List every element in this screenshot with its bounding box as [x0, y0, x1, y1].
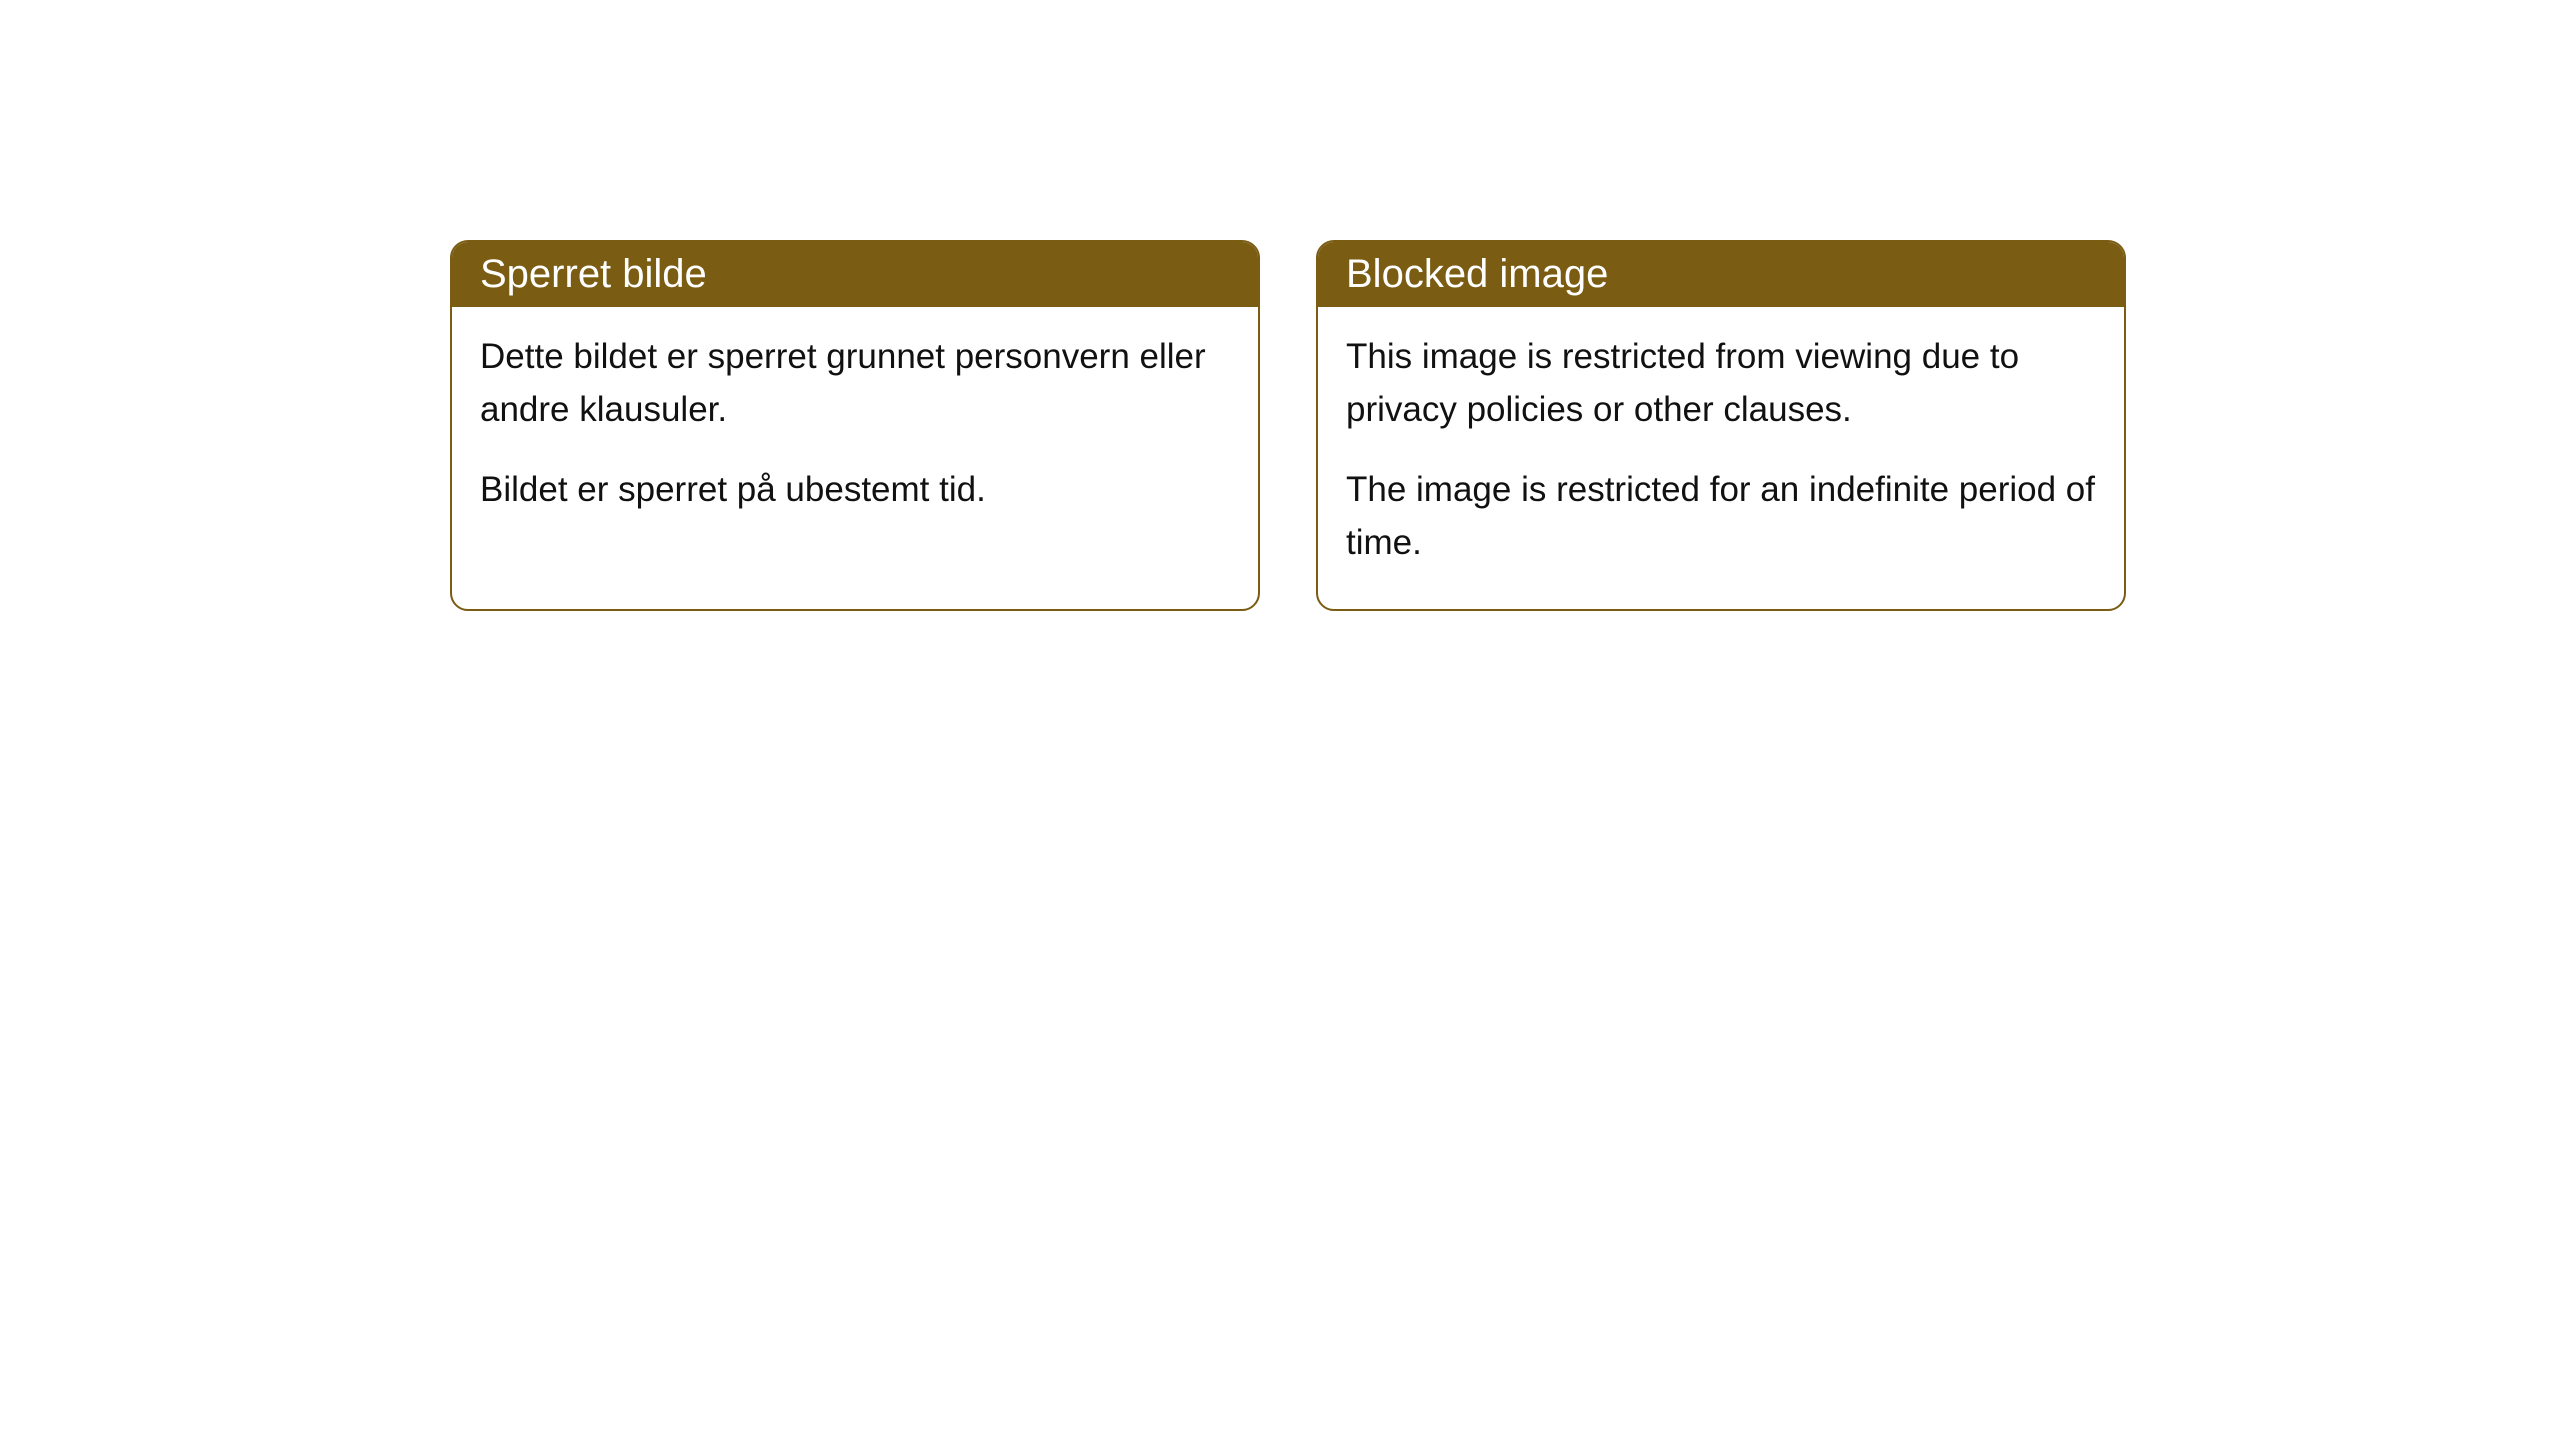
- card-paragraph-1: This image is restricted from viewing du…: [1346, 331, 2096, 436]
- card-paragraph-1: Dette bildet er sperret grunnet personve…: [480, 331, 1230, 436]
- blocked-image-card-english: Blocked image This image is restricted f…: [1316, 240, 2126, 611]
- card-title: Sperret bilde: [452, 242, 1258, 307]
- card-paragraph-2: The image is restricted for an indefinit…: [1346, 464, 2096, 569]
- blocked-image-card-norwegian: Sperret bilde Dette bildet er sperret gr…: [450, 240, 1260, 611]
- card-paragraph-2: Bildet er sperret på ubestemt tid.: [480, 464, 1230, 517]
- cards-container: Sperret bilde Dette bildet er sperret gr…: [0, 0, 2560, 611]
- card-title: Blocked image: [1318, 242, 2124, 307]
- card-body: This image is restricted from viewing du…: [1318, 307, 2124, 609]
- card-body: Dette bildet er sperret grunnet personve…: [452, 307, 1258, 557]
